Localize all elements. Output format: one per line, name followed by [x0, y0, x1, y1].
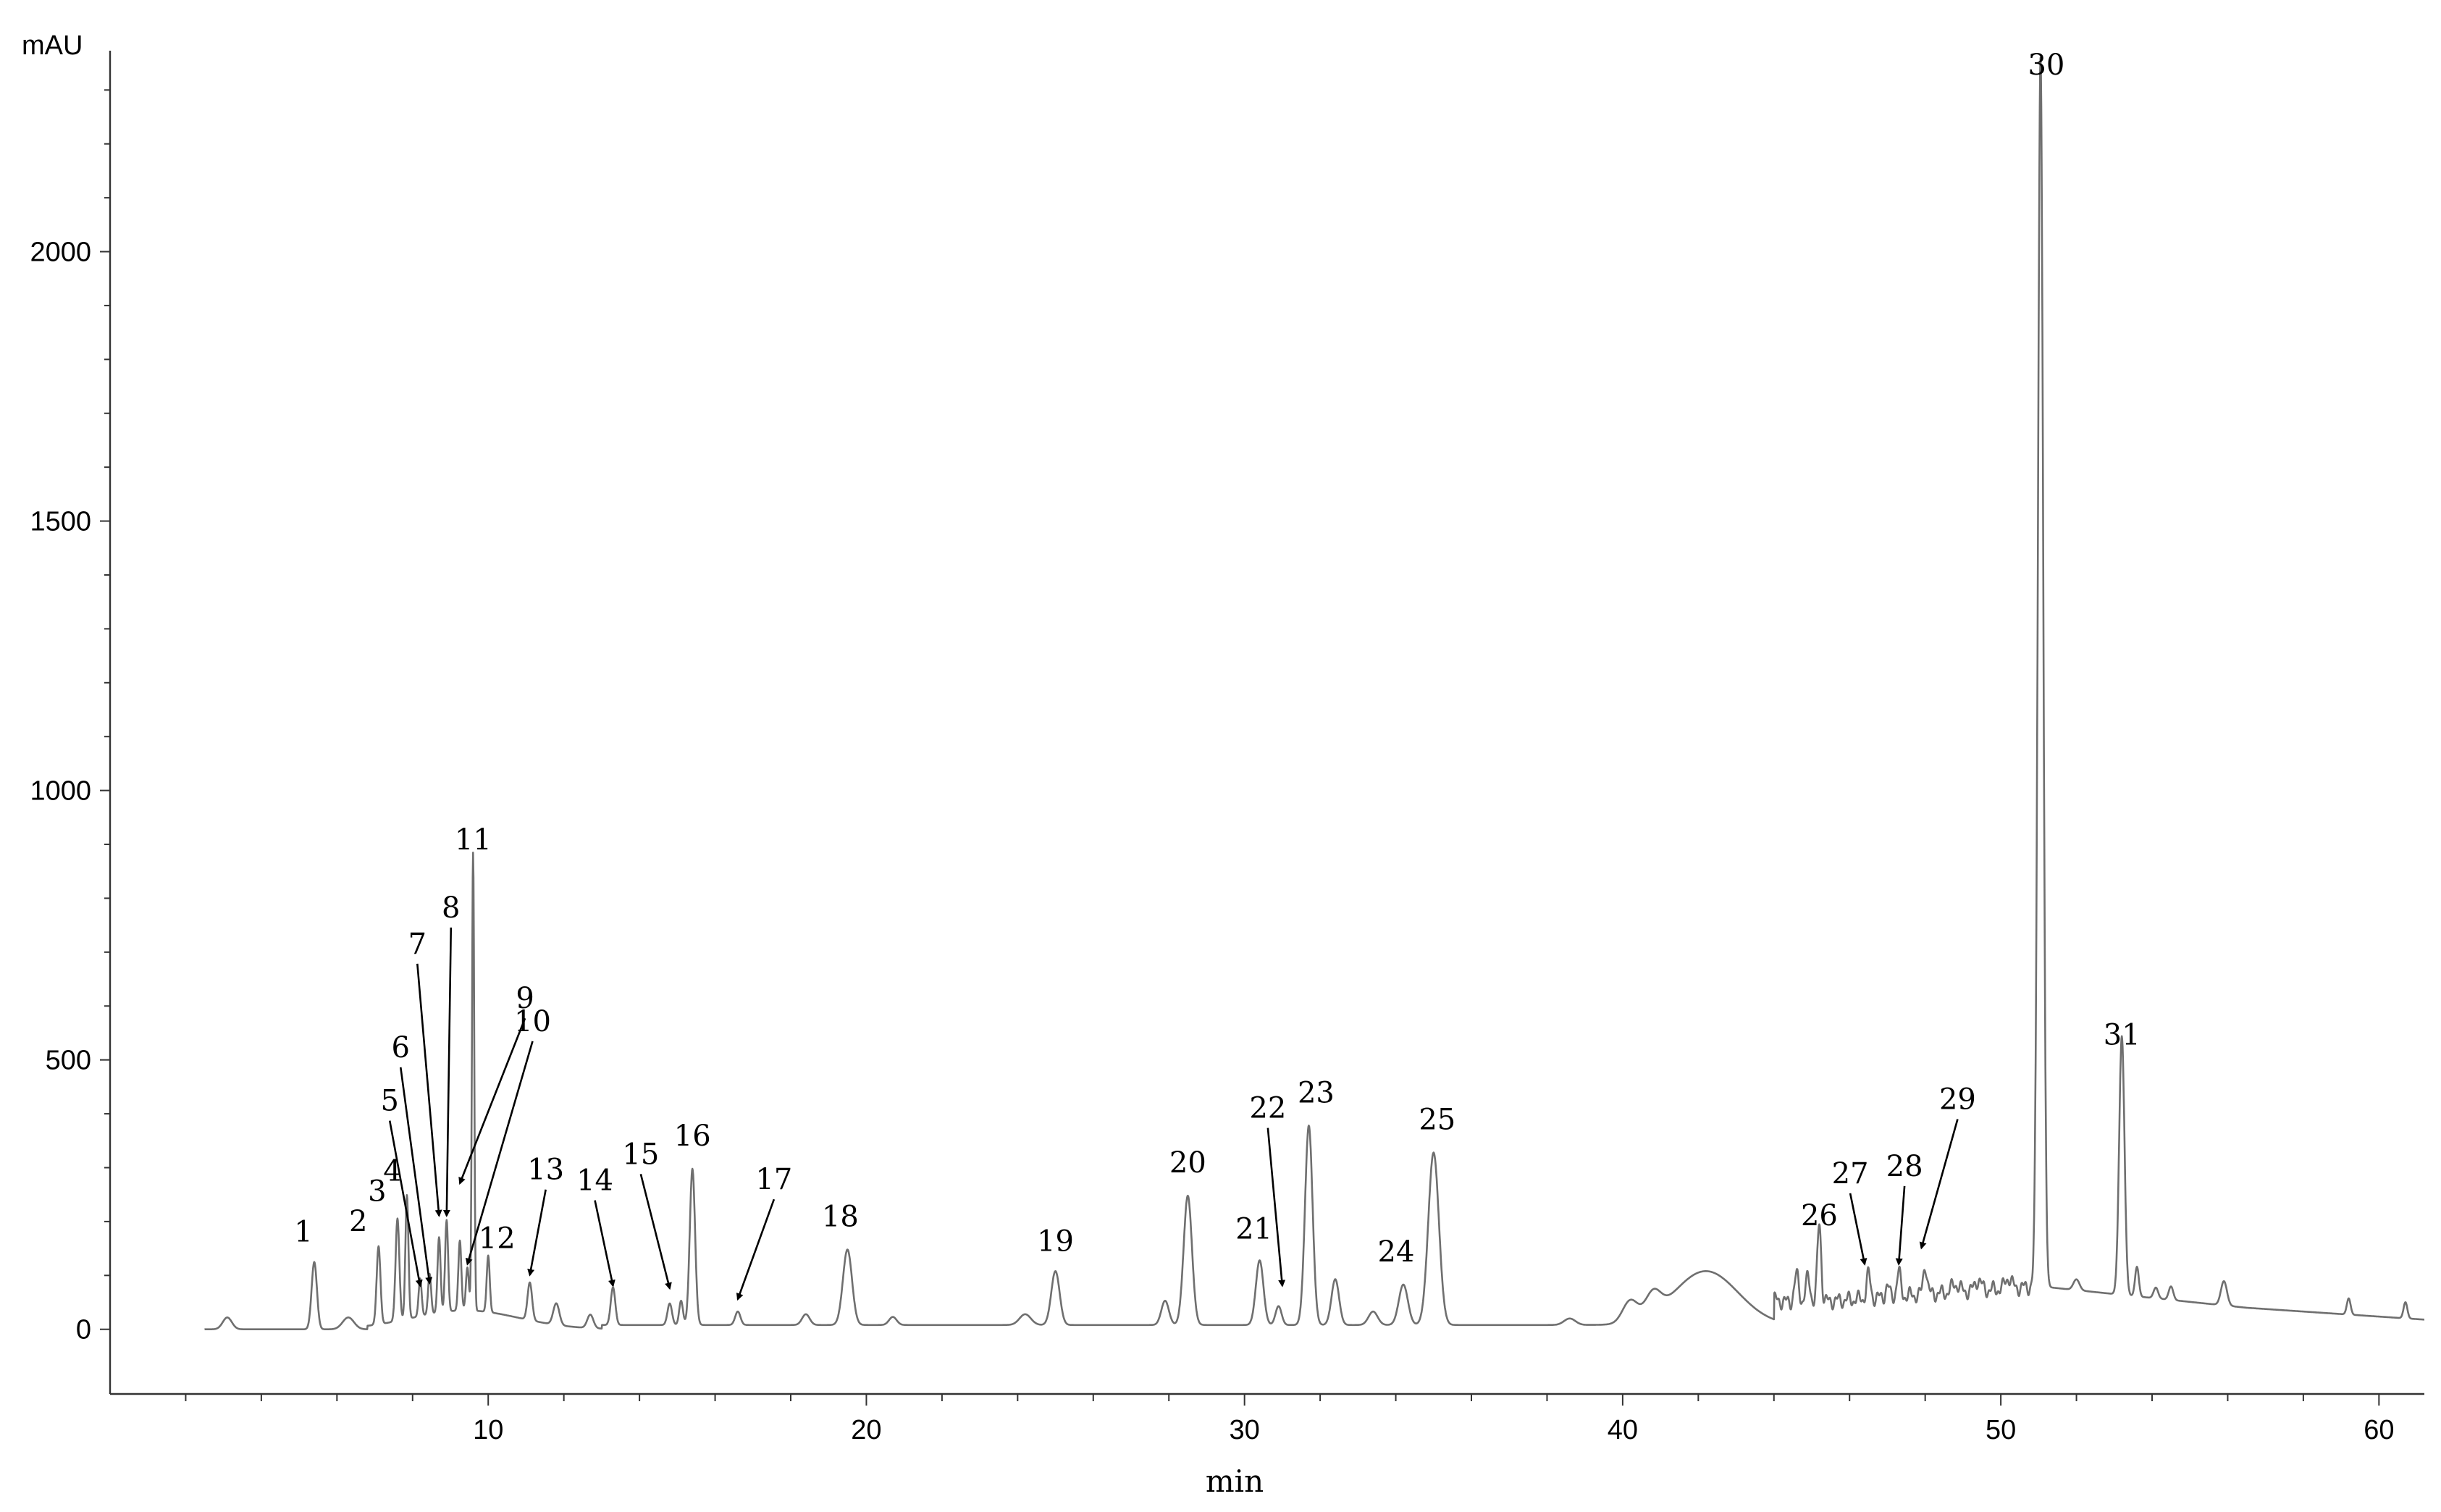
peak-label: 11: [455, 823, 492, 857]
peak-label: 24: [1378, 1235, 1415, 1269]
peak-label: 6: [392, 1031, 410, 1064]
y-tick-label: 0: [76, 1315, 91, 1345]
peak-label: 15: [622, 1138, 659, 1171]
peak-label: 18: [822, 1201, 859, 1234]
peak-label: 3: [368, 1175, 386, 1208]
peak-label: 8: [442, 891, 460, 925]
peak-arrow: [594, 1200, 615, 1288]
peak-arrow: [399, 1067, 433, 1285]
peak-label: 5: [380, 1085, 398, 1118]
x-tick-label: 60: [2364, 1415, 2394, 1445]
peak-label: 12: [479, 1222, 516, 1256]
peak-label: 26: [1801, 1199, 1838, 1232]
peak-label: 17: [755, 1163, 792, 1196]
peak-label: 28: [1886, 1150, 1923, 1183]
peak-label: 10: [514, 1005, 551, 1038]
peak-label: 25: [1419, 1104, 1455, 1137]
peak-arrow: [458, 1017, 526, 1185]
peak-arrow: [388, 1120, 423, 1288]
peak-label: 20: [1169, 1146, 1206, 1180]
x-tick-label: 40: [1608, 1415, 1638, 1445]
peak-arrow: [442, 927, 453, 1217]
peak-label: 16: [674, 1120, 711, 1153]
y-tick-label: 500: [46, 1046, 91, 1076]
peak-arrow: [527, 1189, 547, 1277]
peak-label: 19: [1037, 1225, 1074, 1258]
peak-arrow: [1895, 1185, 1906, 1266]
peak-label: 27: [1832, 1157, 1869, 1190]
x-tick-label: 10: [473, 1415, 503, 1445]
x-axis-title: min: [1206, 1463, 1264, 1499]
peak-label: 14: [576, 1164, 613, 1198]
y-tick-label: 1500: [30, 507, 91, 537]
x-tick-label: 20: [851, 1415, 881, 1445]
peak-arrow: [1849, 1193, 1867, 1266]
peak-arrow: [1266, 1127, 1286, 1288]
peak-arrow: [639, 1174, 672, 1290]
x-axis-ticks: 10 20 30 40 50 60: [185, 1394, 2394, 1445]
y-axis-unit-label: mAU: [22, 30, 83, 61]
chromatogram-trace: [203, 56, 2425, 1330]
x-tick-label: 50: [1986, 1415, 2016, 1445]
peak-arrow: [1919, 1119, 1959, 1250]
peak-label: 23: [1298, 1076, 1335, 1109]
peak-label: 7: [408, 928, 427, 961]
peak-arrow: [416, 963, 442, 1217]
peak-label: 31: [2104, 1019, 2140, 1052]
peak-arrow: [736, 1198, 776, 1301]
peak-label: 30: [2028, 49, 2064, 82]
peak-label: 29: [1939, 1083, 1976, 1117]
peak-label: 13: [527, 1154, 564, 1187]
peak-arrow: [465, 1041, 534, 1266]
peak-label: 1: [294, 1216, 312, 1249]
peak-label: 21: [1235, 1212, 1272, 1246]
x-tick-label: 30: [1230, 1415, 1260, 1445]
y-tick-label: 2000: [30, 238, 91, 268]
y-axis-ticks: 0 500 1000 1500 2000: [30, 89, 110, 1345]
peak-label: 9: [516, 982, 534, 1015]
peak-label: 22: [1249, 1092, 1286, 1125]
y-tick-label: 1000: [30, 776, 91, 807]
peak-label: 2: [349, 1205, 367, 1238]
